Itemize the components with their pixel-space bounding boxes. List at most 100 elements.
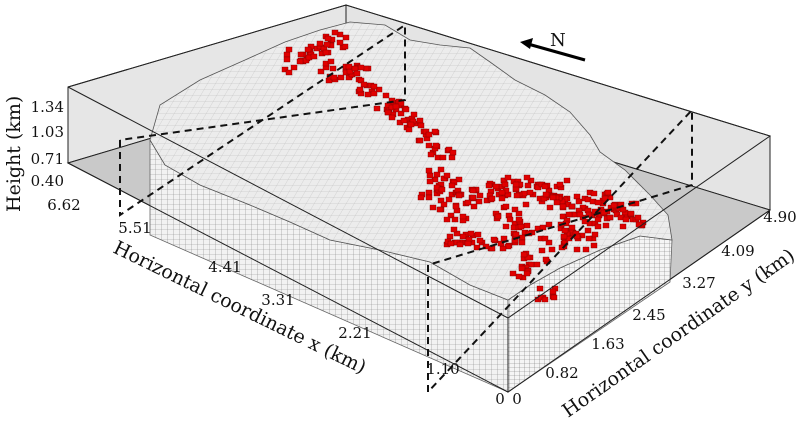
highlighted-voxel: [450, 226, 458, 233]
highlighted-voxel: [285, 46, 293, 53]
section-line-left: [119, 23, 406, 217]
highlighted-voxel: [433, 171, 441, 178]
highlighted-voxel: [431, 128, 439, 135]
highlighted-voxel: [456, 241, 464, 248]
highlighted-voxel: [324, 35, 332, 42]
highlighted-voxel: [342, 34, 350, 41]
highlighted-voxel: [451, 216, 459, 223]
z-axis-ticks: 0.40 0.71 1.03 1.34: [31, 98, 64, 190]
highlighted-voxel: [417, 122, 425, 129]
highlighted-voxel: [283, 51, 291, 58]
highlighted-voxel: [509, 270, 517, 277]
highlighted-voxel: [573, 193, 581, 200]
highlighted-voxel: [356, 86, 364, 93]
highlighted-voxel: [506, 216, 514, 223]
y-tick-label: 3.27: [682, 274, 715, 292]
highlighted-voxel: [541, 183, 549, 190]
highlighted-voxel: [388, 114, 396, 121]
y-tick-label: 4.90: [763, 208, 796, 226]
highlighted-voxel: [467, 230, 475, 237]
highlighted-voxel: [341, 43, 349, 50]
highlighted-voxel: [455, 192, 463, 199]
highlighted-voxel: [548, 246, 556, 253]
x-tick-label: 0: [495, 390, 505, 408]
highlighted-voxel: [523, 222, 531, 229]
highlighted-voxel: [575, 198, 583, 205]
highlighted-voxel: [526, 189, 534, 196]
highlighted-voxel: [353, 70, 361, 77]
highlighted-voxel: [573, 246, 581, 253]
north-arrow-head: [520, 38, 533, 49]
highlighted-voxel: [515, 216, 523, 223]
highlighted-voxel: [426, 178, 434, 185]
highlighted-voxel: [445, 146, 453, 153]
highlighted-voxel: [502, 223, 510, 230]
highlighted-voxel: [474, 231, 482, 238]
highlighted-voxel: [400, 117, 408, 124]
highlighted-voxel: [425, 142, 433, 149]
highlighted-voxel: [370, 83, 378, 90]
y-tick-label: 1.63: [591, 335, 624, 353]
highlighted-voxel: [576, 211, 584, 218]
highlighted-voxel: [283, 56, 291, 63]
highlighted-voxel: [550, 294, 558, 301]
x-tick-label: 3.31: [261, 291, 294, 309]
highlighted-voxel: [559, 203, 567, 210]
highlighted-voxel: [410, 111, 418, 118]
y-tick-label: 0.82: [545, 364, 578, 382]
highlighted-voxel: [563, 177, 571, 184]
highlighted-voxel: [545, 221, 553, 228]
z-tick-label: 0.40: [31, 172, 64, 190]
highlighted-voxel: [331, 29, 339, 36]
highlighted-voxel: [560, 233, 568, 240]
highlighted-voxel: [488, 245, 496, 252]
highlighted-voxel: [330, 74, 338, 81]
x-tick-label: 2.21: [338, 324, 371, 342]
highlighted-voxel: [601, 195, 609, 202]
highlighted-voxel: [498, 195, 506, 202]
north-label: N: [550, 30, 566, 51]
highlighted-voxel: [524, 254, 532, 261]
highlighted-voxel: [568, 224, 576, 231]
highlighted-voxel: [541, 235, 549, 242]
x-tick-label: 6.62: [47, 196, 80, 214]
highlighted-voxel: [443, 216, 451, 223]
highlighted-voxel: [518, 239, 526, 246]
highlighted-voxel: [296, 58, 304, 65]
x-tick-label: 1.10: [426, 360, 459, 378]
highlighted-voxel: [425, 189, 433, 196]
highlighted-voxel: [304, 46, 312, 53]
highlighted-voxel: [568, 203, 576, 210]
highlighted-voxel: [469, 187, 477, 194]
highlighted-voxel: [455, 176, 463, 183]
section-line-right: [427, 107, 693, 395]
highlighted-voxel: [448, 154, 456, 161]
highlighted-voxel: [536, 285, 544, 292]
highlighted-voxel: [323, 41, 331, 48]
x-axis-ticks: 6.62 5.51 4.41 3.31 2.21 1.10 0: [47, 196, 504, 408]
highlighted-voxel: [445, 196, 453, 203]
highlighted-voxel: [452, 203, 460, 210]
highlighted-voxel: [416, 117, 424, 124]
highlighted-voxel: [490, 236, 498, 243]
highlighted-voxel: [439, 154, 447, 161]
highlighted-voxel: [522, 201, 530, 208]
highlighted-voxel: [579, 204, 587, 211]
box-bottom-left-edge: [67, 162, 771, 393]
highlighted-voxel: [517, 223, 525, 230]
highlighted-voxel: [515, 210, 523, 217]
highlighted-voxel: [351, 65, 359, 72]
highlighted-voxel: [448, 182, 456, 189]
north-arrow: N: [520, 30, 586, 62]
highlighted-voxel: [438, 186, 446, 193]
highlighted-voxel: [584, 227, 592, 234]
highlighted-voxel: [546, 204, 554, 211]
y-tick-label: 0: [512, 390, 522, 408]
highlighted-voxel: [538, 247, 546, 254]
highlighted-voxel: [565, 211, 573, 218]
highlighted-voxel: [310, 53, 318, 60]
highlighted-voxel: [533, 261, 541, 268]
highlighted-voxel: [622, 216, 630, 223]
z-tick-label: 1.03: [31, 123, 64, 141]
